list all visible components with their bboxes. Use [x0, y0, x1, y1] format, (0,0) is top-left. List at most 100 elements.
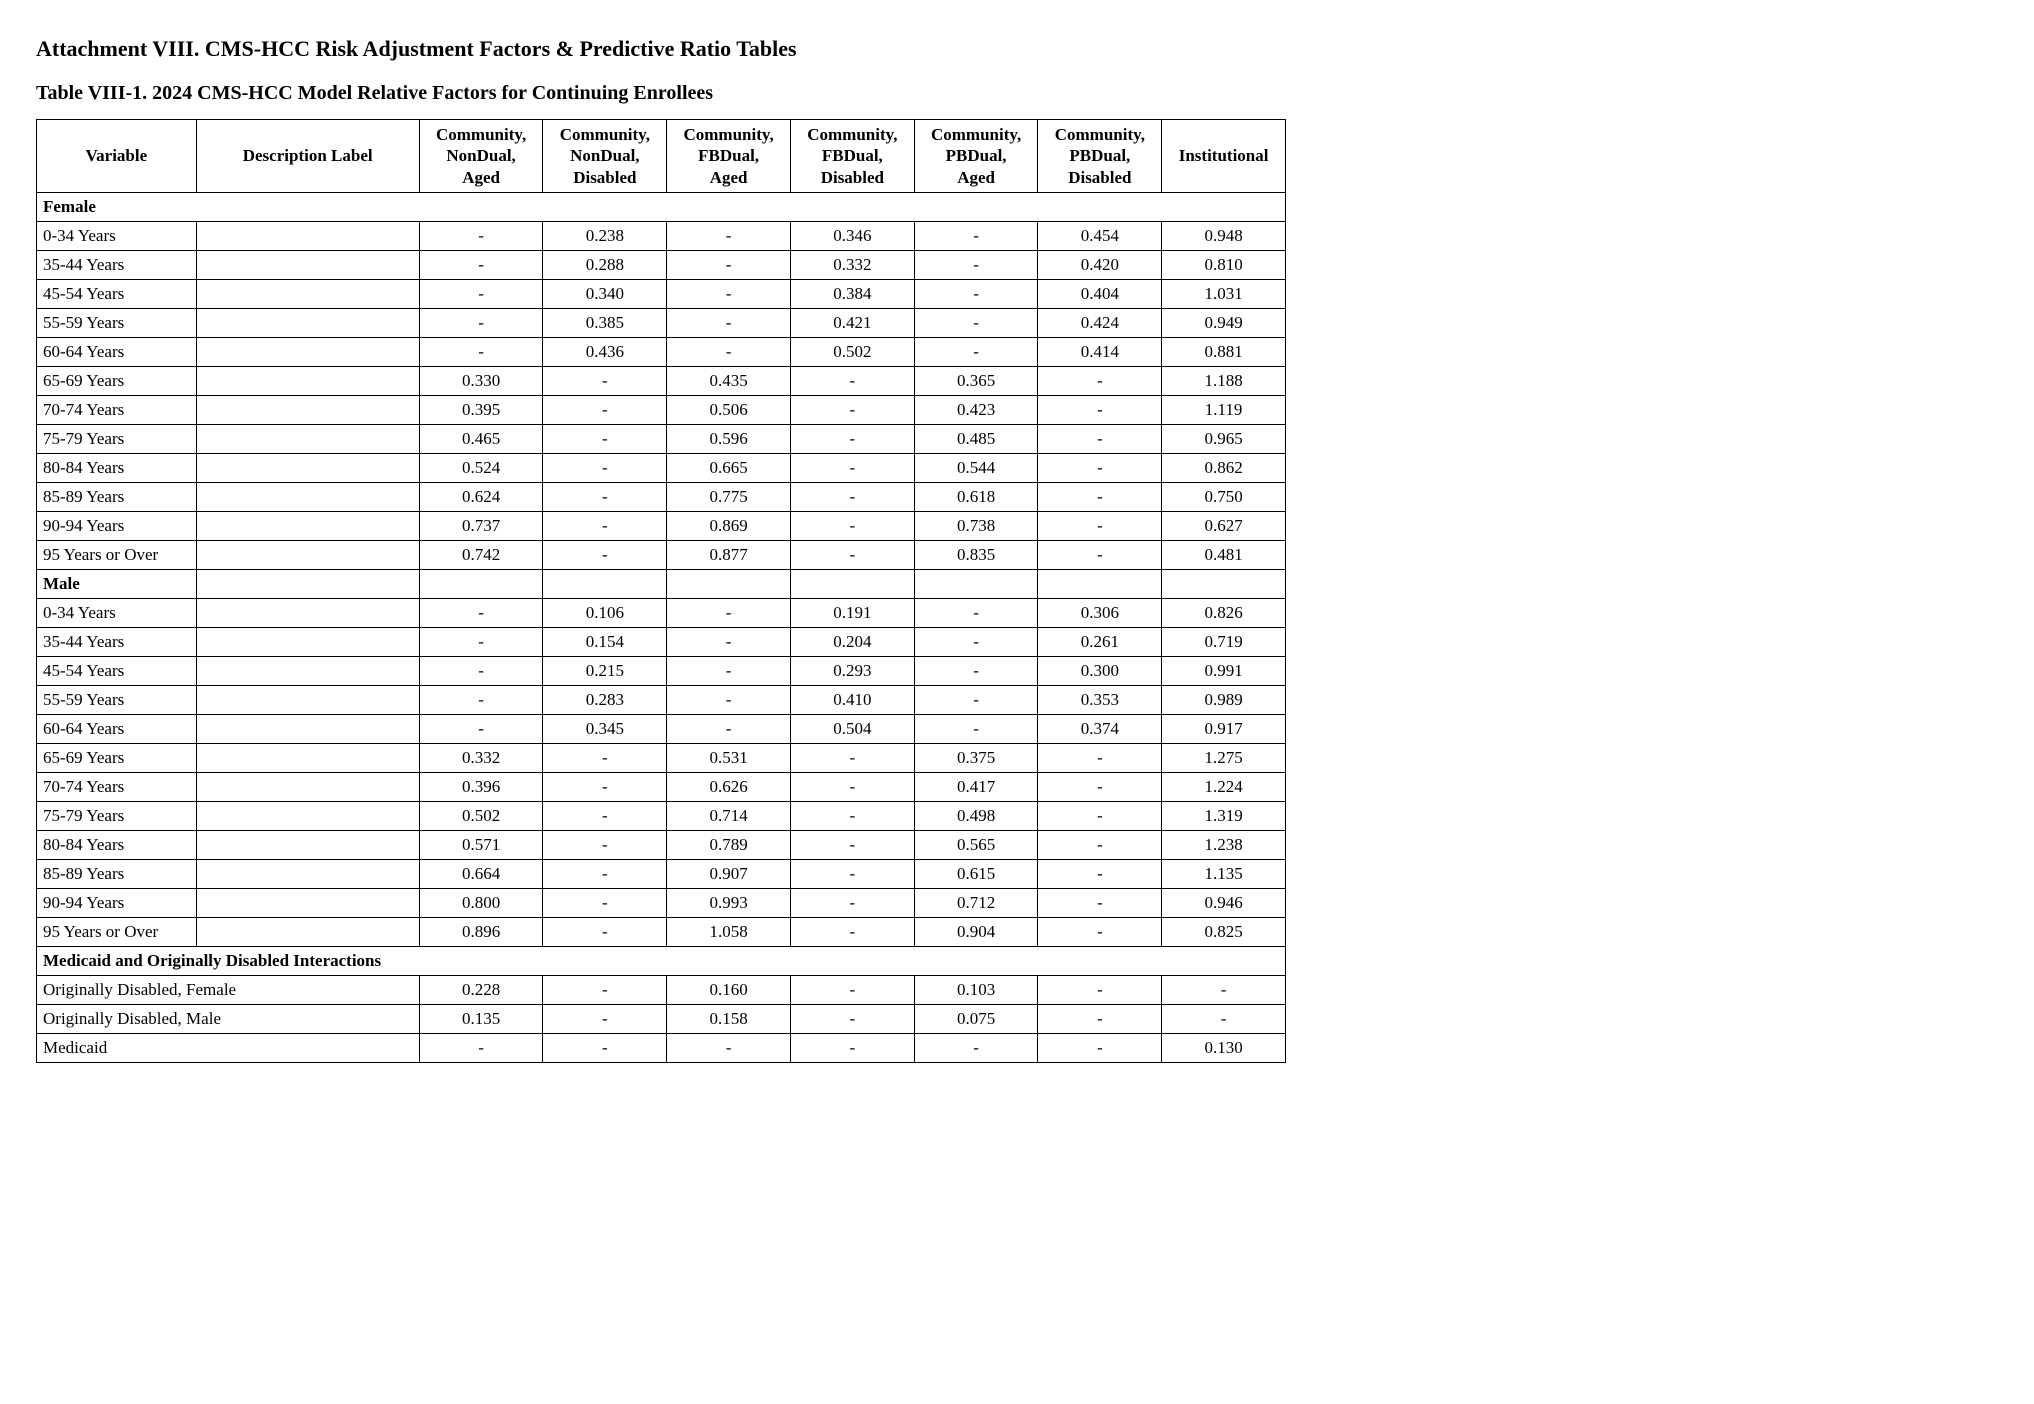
value-cell: 0.385 [543, 308, 667, 337]
section-header-row: Medicaid and Originally Disabled Interac… [37, 946, 1286, 975]
description-cell [196, 337, 419, 366]
value-cell: - [1038, 540, 1162, 569]
value-cell: - [790, 917, 914, 946]
table-row: 60-64 Years-0.436-0.502-0.4140.881 [37, 337, 1286, 366]
value-cell: 0.293 [790, 656, 914, 685]
value-cell: - [419, 308, 543, 337]
value-cell: - [667, 714, 791, 743]
table-row: 55-59 Years-0.385-0.421-0.4240.949 [37, 308, 1286, 337]
table-row: 65-69 Years0.332-0.531-0.375-1.275 [37, 743, 1286, 772]
value-cell: 0.712 [914, 888, 1038, 917]
variable-cell: 75-79 Years [37, 424, 197, 453]
value-cell: 0.524 [419, 453, 543, 482]
variable-cell: 45-54 Years [37, 279, 197, 308]
variable-cell: 55-59 Years [37, 685, 197, 714]
value-cell: 0.075 [914, 1004, 1038, 1033]
description-cell [196, 801, 419, 830]
table-row: 90-94 Years0.800-0.993-0.712-0.946 [37, 888, 1286, 917]
value-cell: - [790, 482, 914, 511]
value-cell: 0.228 [419, 975, 543, 1004]
value-cell: - [419, 337, 543, 366]
value-cell: - [543, 859, 667, 888]
value-cell: 0.103 [914, 975, 1038, 1004]
description-cell [196, 772, 419, 801]
table-row: 35-44 Years-0.154-0.204-0.2610.719 [37, 627, 1286, 656]
variable-cell: 60-64 Years [37, 714, 197, 743]
value-cell: 0.775 [667, 482, 791, 511]
value-cell: 0.904 [914, 917, 1038, 946]
value-cell: 0.375 [914, 743, 1038, 772]
value-cell: 0.414 [1038, 337, 1162, 366]
value-cell: - [543, 424, 667, 453]
variable-cell: 45-54 Years [37, 656, 197, 685]
col-header-label: Community,NonDual,Aged [426, 124, 537, 188]
table-row: 90-94 Years0.737-0.869-0.738-0.627 [37, 511, 1286, 540]
value-cell: 0.750 [1162, 482, 1286, 511]
table-row: 80-84 Years0.524-0.665-0.544-0.862 [37, 453, 1286, 482]
value-cell: - [419, 714, 543, 743]
value-cell: - [790, 1033, 914, 1062]
value-cell: 0.454 [1038, 221, 1162, 250]
value-cell: 0.504 [790, 714, 914, 743]
value-cell: - [790, 801, 914, 830]
variable-cell: 95 Years or Over [37, 540, 197, 569]
description-cell [196, 627, 419, 656]
value-cell: - [543, 743, 667, 772]
description-cell [196, 424, 419, 453]
value-cell: - [790, 540, 914, 569]
description-cell [196, 482, 419, 511]
value-cell: - [543, 395, 667, 424]
value-cell: - [914, 685, 1038, 714]
table-row: 95 Years or Over0.896-1.058-0.904-0.825 [37, 917, 1286, 946]
variable-cell: 35-44 Years [37, 627, 197, 656]
value-cell: - [667, 685, 791, 714]
value-cell: 0.991 [1162, 656, 1286, 685]
empty-cell [1038, 569, 1162, 598]
variable-cell: 95 Years or Over [37, 917, 197, 946]
value-cell: 0.106 [543, 598, 667, 627]
variable-cell: Originally Disabled, Female [37, 975, 420, 1004]
value-cell: - [790, 453, 914, 482]
value-cell: 0.365 [914, 366, 1038, 395]
section-header-cell: Male [37, 569, 197, 598]
value-cell: 0.396 [419, 772, 543, 801]
variable-cell: 0-34 Years [37, 221, 197, 250]
description-cell [196, 685, 419, 714]
value-cell: - [1038, 1033, 1162, 1062]
variable-cell: 90-94 Years [37, 511, 197, 540]
value-cell: - [790, 366, 914, 395]
value-cell: 0.862 [1162, 453, 1286, 482]
value-cell: 0.502 [419, 801, 543, 830]
description-cell [196, 250, 419, 279]
table-row: 85-89 Years0.664-0.907-0.615-1.135 [37, 859, 1286, 888]
value-cell: - [543, 1033, 667, 1062]
value-cell: - [667, 627, 791, 656]
value-cell: 0.374 [1038, 714, 1162, 743]
col-header-label: Institutional [1168, 145, 1279, 166]
value-cell: - [1162, 975, 1286, 1004]
col-header-label: Community,PBDual,Disabled [1044, 124, 1155, 188]
value-cell: - [543, 540, 667, 569]
value-cell: - [914, 627, 1038, 656]
description-cell [196, 830, 419, 859]
empty-cell [667, 569, 791, 598]
section-header-cell: Female [37, 192, 1286, 221]
value-cell: - [543, 511, 667, 540]
value-cell: - [790, 511, 914, 540]
value-cell: 0.410 [790, 685, 914, 714]
value-cell: - [543, 830, 667, 859]
description-cell [196, 714, 419, 743]
value-cell: - [790, 859, 914, 888]
table-row: 0-34 Years-0.238-0.346-0.4540.948 [37, 221, 1286, 250]
variable-cell: Originally Disabled, Male [37, 1004, 420, 1033]
col-header-label: Community,PBDual,Aged [921, 124, 1032, 188]
value-cell: 0.238 [543, 221, 667, 250]
variable-cell: 65-69 Years [37, 743, 197, 772]
value-cell: 0.340 [543, 279, 667, 308]
value-cell: 1.224 [1162, 772, 1286, 801]
description-cell [196, 366, 419, 395]
table-row: 70-74 Years0.395-0.506-0.423-1.119 [37, 395, 1286, 424]
value-cell: - [914, 656, 1038, 685]
value-cell: - [790, 424, 914, 453]
section-header-row: Male [37, 569, 1286, 598]
